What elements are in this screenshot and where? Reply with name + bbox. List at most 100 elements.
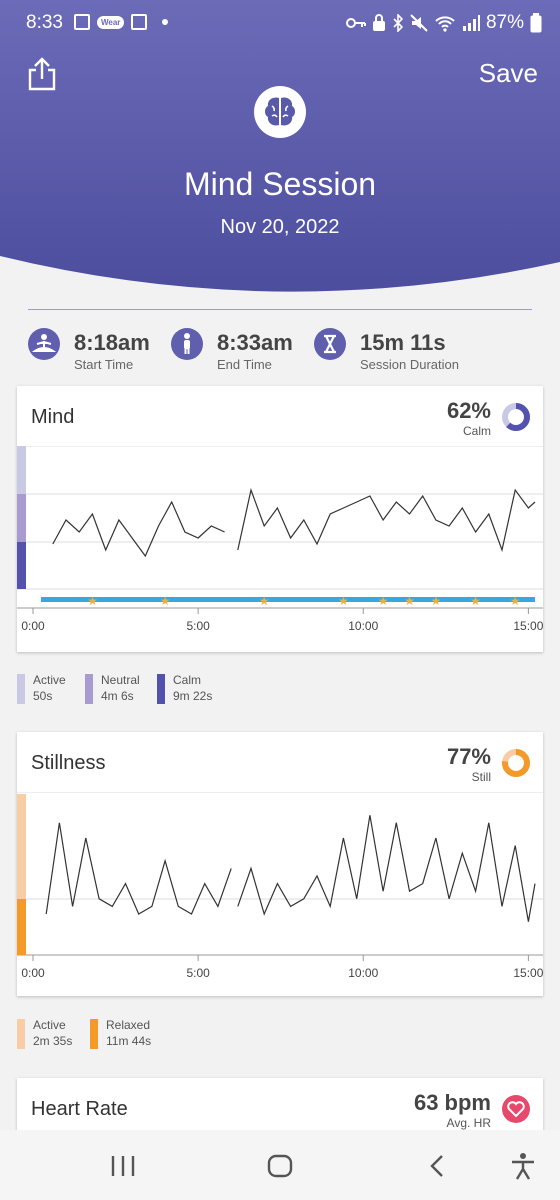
legend-value: 50s	[33, 689, 53, 703]
legend-neutral: Neutral 4m 6s	[85, 672, 155, 708]
mind-donut-arc	[502, 403, 530, 431]
x-tick-label: 5:00	[186, 966, 210, 980]
star-marker: ★	[470, 594, 481, 608]
legend-active: Active 2m 35s	[17, 1017, 87, 1053]
divider	[28, 309, 532, 310]
series-line	[45, 822, 232, 915]
legend-value: 9m 22s	[173, 689, 213, 703]
star-marker: ★	[259, 594, 270, 608]
heart-rate-sub: Avg. HR	[446, 1116, 491, 1130]
stat-start-time: 8:18am Start Time	[28, 326, 168, 374]
x-tick-label: 5:00	[186, 619, 210, 633]
x-tick-label: 10:00	[348, 619, 378, 633]
legend-value: 2m 35s	[33, 1034, 73, 1048]
save-button[interactable]: Save	[478, 58, 538, 88]
image-icon	[74, 14, 90, 30]
legend-value: 11m 44s	[106, 1034, 152, 1048]
system-nav-bar	[0, 1130, 560, 1200]
accessibility-icon[interactable]	[510, 1152, 536, 1180]
notification-icons: Wear	[74, 14, 169, 30]
star-marker: ★	[404, 594, 415, 608]
wifi-icon	[435, 16, 455, 32]
mind-zone-neutral	[17, 494, 26, 542]
x-tick-label: 10:00	[348, 966, 378, 980]
header-background	[0, 0, 560, 292]
battery-percent: 87%	[485, 12, 524, 33]
status-time: 8:33	[26, 12, 63, 33]
stillness-sub: Still	[471, 770, 491, 784]
back-icon[interactable]	[428, 1154, 446, 1178]
home-icon[interactable]	[267, 1154, 293, 1178]
star-marker: ★	[378, 594, 389, 608]
heart-rate-card[interactable]: Heart Rate 63 bpm Avg. HR	[17, 1078, 543, 1138]
dot-icon	[162, 19, 169, 25]
legend-name: Relaxed	[106, 1018, 151, 1032]
x-tick-label: 15:00	[513, 619, 543, 633]
legend-name: Neutral	[101, 673, 140, 687]
stillness-percent: 77%	[446, 744, 491, 769]
news-icon	[131, 14, 148, 30]
duration-value: 15m 11s	[360, 330, 446, 355]
battery-icon	[530, 13, 542, 33]
stillness-title: Stillness	[31, 752, 106, 774]
legend-active: Active 50s	[17, 672, 83, 708]
calm-indicator-bar	[41, 597, 535, 602]
legend-name: Active	[33, 1018, 66, 1032]
series-line	[237, 815, 536, 922]
meditation-icon	[28, 328, 60, 360]
star-marker: ★	[338, 594, 349, 608]
star-marker: ★	[87, 594, 98, 608]
heart-rate-title: Heart Rate	[31, 1098, 128, 1120]
recent-apps-icon[interactable]	[110, 1154, 136, 1178]
legend-swatch-active	[17, 1019, 25, 1049]
start-time-label: Start Time	[74, 357, 134, 372]
heart-icon	[502, 1095, 530, 1123]
x-tick-label: 0:00	[21, 966, 45, 980]
stillness-donut	[502, 749, 530, 777]
series-line	[237, 487, 536, 553]
mind-donut	[502, 403, 530, 431]
end-time-label: End Time	[217, 357, 272, 372]
mind-chart: ★ ★ ★ ★ ★ ★ ★ ★ ★ 0:00 5:00 10:00 15:00	[17, 446, 543, 633]
legend-value: 4m 6s	[101, 689, 134, 703]
x-tick-label: 0:00	[21, 619, 45, 633]
stillness-chart: 0:00 5:00 10:00 15:00	[17, 792, 543, 980]
hourglass-icon	[314, 328, 346, 360]
mind-title: Mind	[31, 406, 75, 428]
stillness-zone-relaxed	[17, 899, 26, 955]
lock-icon	[372, 14, 385, 31]
status-bar: 8:33 Wear 87%	[0, 0, 560, 48]
stillness-card[interactable]: Stillness 77% Still 0:00 5:00 10:00 15:00	[17, 732, 543, 996]
session-header: 8:33 Wear 87% Save Mind Session No	[0, 0, 560, 300]
signal-icon	[462, 15, 480, 31]
session-date: Nov 20, 2022	[220, 216, 340, 238]
legend-calm: Calm 9m 22s	[157, 672, 227, 708]
mind-card[interactable]: Mind 62% Calm ★ ★ ★ ★ ★ ★ ★ ★ ★ 0:00 5:00 10:00 15:…	[17, 386, 543, 652]
legend-swatch-active	[17, 674, 25, 704]
star-marker: ★	[160, 594, 171, 608]
session-stats: 8:18am Start Time 8:33am End Time 15m 11…	[28, 326, 548, 374]
legend-name: Active	[33, 673, 66, 687]
legend-swatch-relaxed	[90, 1019, 98, 1049]
stillness-donut-arc	[502, 749, 530, 777]
star-marker: ★	[510, 594, 521, 608]
mind-zone-active	[17, 446, 26, 494]
share-icon[interactable]	[26, 56, 58, 92]
series-line	[52, 500, 225, 558]
end-time-value: 8:33am	[217, 330, 293, 355]
legend-name: Calm	[173, 673, 202, 687]
legend-swatch-neutral	[85, 674, 93, 704]
stat-session-duration: 15m 11s Session Duration	[314, 326, 544, 374]
mind-percent: 62%	[446, 398, 491, 423]
person-icon	[171, 328, 203, 360]
mind-legend: Active 50s Neutral 4m 6s Calm 9m 22s	[17, 672, 543, 712]
stillness-zone-active	[17, 794, 26, 899]
bluetooth-icon	[393, 14, 404, 32]
stat-end-time: 8:33am End Time	[171, 326, 311, 374]
x-tick-label: 15:00	[513, 966, 543, 980]
start-time-value: 8:18am	[74, 330, 150, 355]
system-icons: 87%	[345, 12, 542, 34]
brain-icon	[254, 86, 306, 138]
star-marker: ★	[431, 594, 442, 608]
heart-rate-value: 63 bpm	[413, 1090, 491, 1115]
